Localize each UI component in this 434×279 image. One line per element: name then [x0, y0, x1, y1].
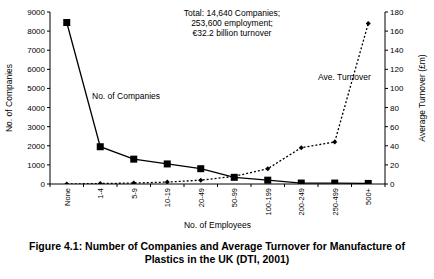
y2-tick-label: 40 [390, 142, 399, 151]
annotation: 253,600 employment; [191, 18, 273, 28]
x-tick [50, 184, 51, 187]
y2-tick-label: 100 [390, 84, 404, 93]
x-tick [150, 184, 151, 187]
y-tick [47, 107, 50, 108]
y-tick [47, 50, 50, 51]
y-tick-label: 1000 [27, 161, 45, 170]
marker [164, 160, 171, 167]
marker [265, 166, 270, 171]
marker [264, 177, 271, 184]
y2-tick-label: 60 [390, 123, 399, 132]
marker [298, 180, 305, 184]
y2-axis [385, 12, 386, 184]
y-tick-label: 8000 [27, 27, 45, 36]
y-tick [47, 126, 50, 127]
chart: 0 1000 2000 3000 4000 5000 6000 7000 8000 9000 0 20… [0, 0, 434, 279]
y-tick [47, 69, 50, 70]
annotation: Total: 14,640 Companies; [184, 8, 280, 18]
x-tick-label: 10-19 [163, 188, 172, 207]
marker [64, 182, 69, 185]
marker [232, 174, 237, 179]
marker [97, 143, 104, 150]
x-tick [351, 184, 352, 187]
y2-tick [385, 12, 388, 13]
y-tick-label: 3000 [27, 123, 45, 132]
y-tick [47, 164, 50, 165]
x-tick [251, 184, 252, 187]
y2-tick-label: 20 [390, 161, 399, 170]
y2-tick [385, 164, 388, 165]
x-tick-label: 5-9 [130, 188, 139, 199]
y-axis-title: No. of Companies [4, 64, 14, 132]
x-tick-label: 20-49 [197, 188, 206, 207]
y-tick-label: 2000 [27, 142, 45, 151]
y2-tick [385, 145, 388, 146]
series-line [67, 23, 369, 184]
y-tick-label: 0 [41, 180, 46, 189]
marker [365, 180, 372, 184]
y-tick-label: 7000 [27, 46, 45, 55]
y2-tick-label: 140 [390, 46, 404, 55]
x-tick [385, 184, 386, 187]
x-tick [117, 184, 118, 187]
marker [130, 156, 137, 163]
marker [332, 139, 337, 144]
annotation: No. of Companies [92, 91, 160, 101]
x-tick-label: 50-99 [230, 188, 239, 207]
x-tick-label: 500+ [364, 187, 373, 205]
y2-tick [385, 88, 388, 89]
y2-axis-title: Average Turnover (£m) [417, 54, 427, 141]
y2-tick-label: 0 [390, 180, 395, 189]
y-tick-label: 4000 [27, 104, 45, 113]
plot-area [63, 19, 372, 184]
x-tick [184, 184, 185, 187]
y2-tick [385, 50, 388, 51]
marker [98, 181, 103, 184]
annotation: €32.2 billion turnover [193, 28, 272, 38]
x-tick-label: 250-499 [331, 188, 340, 216]
x-axis-title: No. of Employees [184, 220, 251, 230]
marker [198, 178, 203, 183]
y2-tick-label: 80 [390, 104, 399, 113]
x-tick [284, 184, 285, 187]
y-tick [47, 145, 50, 146]
y-tick [47, 31, 50, 32]
y2-tick-label: 180 [390, 8, 404, 17]
y2-tick-label: 120 [390, 65, 404, 74]
marker [331, 180, 338, 184]
x-tick-label: 1-4 [96, 188, 105, 199]
y2-tick [385, 69, 388, 70]
y-tick-label: 9000 [27, 8, 45, 17]
x-tick [83, 184, 84, 187]
y-tick-label: 5000 [27, 84, 45, 93]
marker [131, 181, 136, 184]
x-tick-label: None [63, 188, 72, 206]
marker [197, 165, 204, 172]
x-tick-label: 100-199 [264, 188, 273, 216]
x-tick-label: 200-249 [297, 188, 306, 216]
y2-tick [385, 107, 388, 108]
caption: Figure 4.1: Number of Companies and Aver… [20, 240, 414, 266]
y2-tick [385, 31, 388, 32]
marker [366, 21, 371, 26]
y2-tick [385, 126, 388, 127]
x-tick [318, 184, 319, 187]
annotation: Ave. Turnover [318, 72, 371, 82]
y2-tick-label: 160 [390, 27, 404, 36]
marker [165, 180, 170, 184]
y-tick [47, 88, 50, 89]
marker [299, 145, 304, 150]
x-tick [217, 184, 218, 187]
y-tick [47, 12, 50, 13]
y-tick-label: 6000 [27, 65, 45, 74]
marker [231, 174, 238, 181]
series-line [67, 23, 369, 184]
y-axis [50, 12, 51, 184]
marker [63, 19, 70, 26]
